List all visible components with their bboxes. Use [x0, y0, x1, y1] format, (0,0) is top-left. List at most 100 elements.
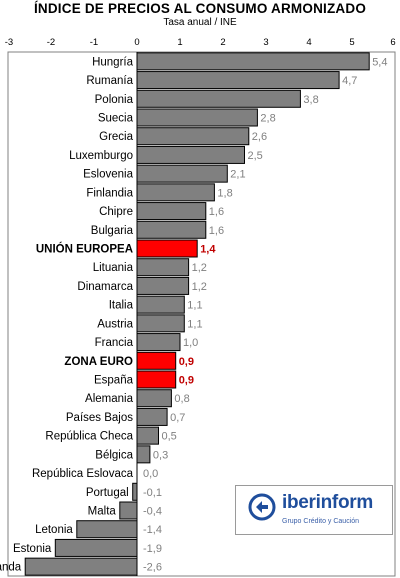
chart-title: ÍNDICE DE PRECIOS AL CONSUMO ARMONIZADO: [33, 1, 367, 16]
data-label: 2,6: [252, 131, 267, 143]
category-label: Lituania: [93, 262, 134, 274]
bar: [54, 538, 138, 557]
data-label: 0,9: [179, 375, 194, 387]
category-label: Grecia: [99, 131, 133, 143]
bar: [136, 351, 177, 370]
category-label: Polonia: [95, 94, 134, 106]
data-label: -0,1: [143, 487, 162, 499]
category-label: Alemania: [85, 393, 134, 405]
category-label: Letonia: [35, 524, 73, 536]
data-label: 1,6: [209, 225, 224, 237]
data-label: 0,0: [143, 468, 158, 480]
data-label: -1,9: [143, 543, 162, 555]
bar: [136, 71, 340, 90]
bar: [136, 258, 190, 277]
x-tick-label: -1: [90, 37, 98, 48]
data-label: 1,1: [187, 300, 202, 312]
category-label: Países Bajos: [66, 412, 133, 424]
data-label: 5,4: [372, 56, 387, 68]
category-label: Italia: [109, 300, 134, 312]
data-label: 0,5: [162, 431, 177, 443]
bar: [119, 501, 138, 520]
logo-wordmark: iberinform: [282, 492, 373, 513]
category-label: ZONA EURO: [64, 356, 133, 368]
bar: [136, 389, 172, 408]
category-label: Finlandia: [86, 187, 133, 199]
bar: [76, 520, 138, 539]
category-label: Dinamarca: [77, 281, 133, 293]
bar: [136, 220, 207, 239]
data-label: 1,1: [187, 318, 202, 330]
category-label: Malta: [88, 506, 117, 518]
bar: [136, 276, 190, 295]
bar: [136, 445, 151, 464]
bar: [136, 370, 177, 389]
category-label: Estonia: [13, 543, 52, 555]
data-label: 1,4: [200, 244, 216, 256]
data-label: 1,2: [192, 262, 207, 274]
category-label: Austria: [97, 318, 133, 330]
bar: [136, 202, 207, 221]
data-label: 1,6: [209, 206, 224, 218]
data-label: 0,8: [174, 393, 189, 405]
x-tick-label: 2: [220, 37, 225, 48]
bar: [136, 89, 301, 108]
x-tick-label: -2: [47, 37, 55, 48]
iberinform-logo: iberinform Grupo Crédito y Caución: [235, 485, 393, 535]
x-tick-label: 1: [177, 37, 182, 48]
category-label: Portugal: [86, 487, 129, 499]
data-label: 1,8: [217, 187, 232, 199]
bar: [136, 239, 198, 258]
category-label: Rumanía: [86, 75, 133, 87]
bar: [136, 295, 185, 314]
bar: [24, 557, 138, 576]
data-label: 2,5: [248, 150, 263, 162]
category-label: Suecia: [98, 113, 134, 125]
bar: [136, 183, 215, 202]
bar: [136, 108, 258, 127]
data-label: -0,4: [143, 506, 162, 518]
data-label: 0,7: [170, 412, 185, 424]
bar: [136, 164, 228, 183]
logo-tagline: Grupo Crédito y Caución: [282, 518, 360, 525]
bar: [136, 333, 181, 352]
chart-subtitle: Tasa anual / INE: [163, 17, 237, 28]
data-label: 0,9: [179, 356, 194, 368]
category-label: República Checa: [45, 431, 133, 443]
bar: [136, 127, 250, 146]
x-tick-label: 4: [306, 37, 311, 48]
category-label: Bélgica: [95, 449, 133, 461]
category-label: Eslovenia: [83, 169, 133, 181]
bar: [136, 314, 185, 333]
category-label: UNIÓN EUROPEA: [36, 243, 133, 256]
category-label: Hungría: [92, 56, 134, 68]
x-tick-label: 3: [263, 37, 268, 48]
bar: [136, 52, 370, 71]
category-label: República Eslovaca: [32, 468, 134, 480]
data-label: 1,0: [183, 337, 198, 349]
data-label: 3,8: [303, 94, 318, 106]
iberinform-logo-icon: [248, 493, 276, 521]
bar: [136, 426, 159, 445]
category-label: Francia: [95, 337, 134, 349]
x-tick-label: 5: [349, 37, 354, 48]
bar: [136, 145, 245, 164]
category-label: España: [94, 375, 134, 387]
x-tick-label: -3: [5, 37, 13, 48]
data-label: -2,6: [143, 562, 162, 574]
category-label: Bulgaria: [91, 225, 134, 237]
x-tick-label: 6: [390, 37, 395, 48]
category-label: Irlanda: [0, 562, 22, 574]
category-label: Luxemburgo: [69, 150, 133, 162]
data-label: -1,4: [143, 524, 162, 536]
x-tick-label: 0: [134, 37, 139, 48]
bar: [132, 482, 138, 501]
data-label: 1,2: [192, 281, 207, 293]
data-label: 2,1: [230, 169, 245, 181]
data-label: 0,3: [153, 449, 168, 461]
data-label: 4,7: [342, 75, 357, 87]
bar: [136, 407, 168, 426]
data-label: 2,8: [260, 113, 275, 125]
category-label: Chipre: [99, 206, 133, 218]
